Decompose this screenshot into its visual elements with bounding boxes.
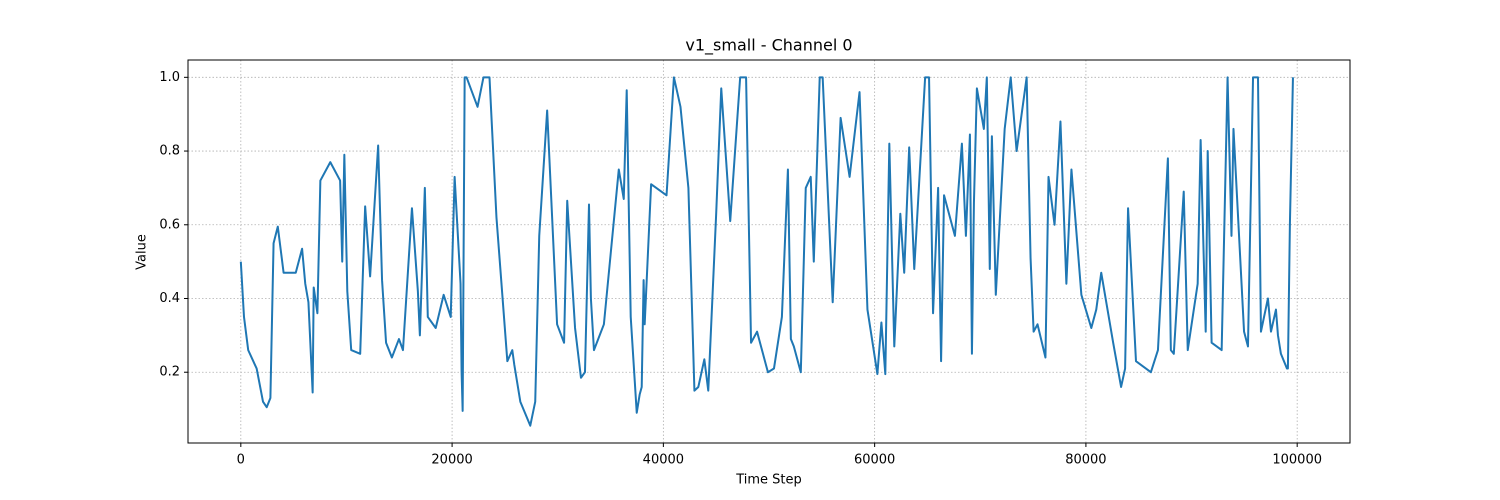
plot-frame [187, 59, 1351, 444]
y-tick-label: 0.8 [159, 144, 180, 159]
x-tick-label: 80000 [1065, 453, 1106, 468]
y-tick-label: 0.2 [159, 365, 180, 380]
y-tick-label: 0.6 [159, 217, 180, 232]
x-tick-label: 0 [237, 453, 245, 468]
x-tick-label: 20000 [431, 453, 472, 468]
x-tick-label: 60000 [854, 453, 895, 468]
x-tick-label: 40000 [643, 453, 684, 468]
x-tick-label: 100000 [1272, 453, 1322, 468]
data-line [239, 76, 1294, 427]
x-axis-label: Time Step [735, 473, 802, 488]
y-tick-label: 0.4 [159, 291, 180, 306]
y-axis-label: Value [135, 234, 150, 270]
y-tick-label: 1.0 [159, 70, 180, 85]
chart-title: v1_small - Channel 0 [685, 36, 852, 56]
